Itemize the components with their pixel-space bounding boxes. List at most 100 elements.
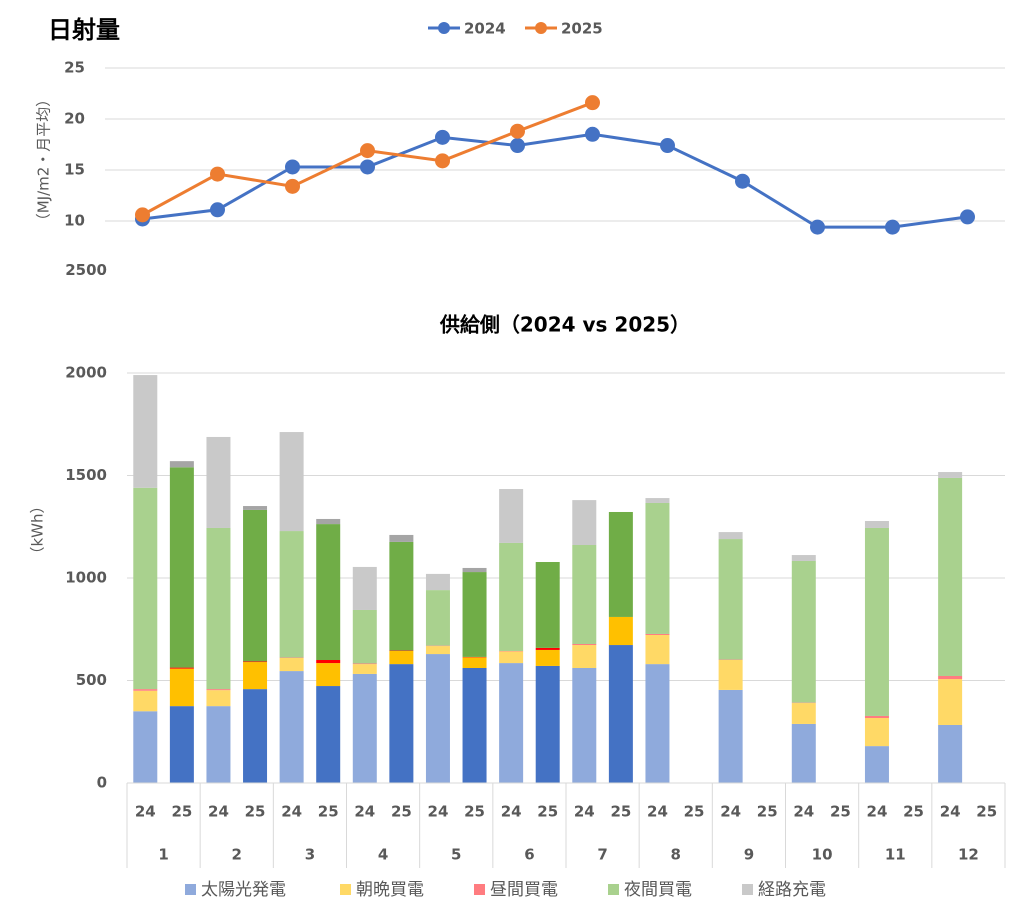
bar-segment <box>462 572 487 657</box>
bar-segment <box>389 664 414 783</box>
bar-segment <box>206 690 231 707</box>
bar-segment <box>864 718 889 747</box>
bar-segment <box>169 461 194 468</box>
bar-segment <box>718 689 743 783</box>
line-point <box>285 159 300 175</box>
bar-segment <box>169 667 194 669</box>
bar-segment <box>243 509 268 662</box>
group-label: 5 <box>451 846 461 864</box>
bar-y-label: （kWh） <box>29 498 47 561</box>
group-label: 4 <box>378 846 388 864</box>
line-point <box>510 123 525 139</box>
y-tick-label: 10 <box>64 212 85 230</box>
bar-segment <box>645 634 670 665</box>
line-point <box>285 178 300 194</box>
x-tick-label: 24 <box>428 803 449 821</box>
line-point <box>435 153 450 169</box>
x-tick-label: 25 <box>245 803 266 821</box>
bar-segment <box>316 518 341 525</box>
bar-segment <box>645 502 670 634</box>
bar-segment <box>572 544 597 645</box>
bar-segment <box>938 477 963 676</box>
bar-segment <box>499 489 524 543</box>
bar-segment <box>279 671 304 783</box>
y-tick-label: 1000 <box>65 569 107 587</box>
group-label: 6 <box>524 846 534 864</box>
bar-segment <box>645 498 670 503</box>
bar-segment <box>462 657 487 668</box>
bar-segment <box>352 566 377 610</box>
bar-segment <box>425 573 450 591</box>
bar-segment <box>206 527 231 690</box>
legend-swatch <box>474 884 485 895</box>
line-point <box>435 129 450 145</box>
y-tick-label: 2000 <box>65 364 107 382</box>
legend-label: 夜間買電 <box>624 880 692 900</box>
line-point <box>360 143 375 159</box>
line-title: 日射量 <box>48 16 120 44</box>
x-tick-label: 25 <box>464 803 485 821</box>
legend-swatch <box>185 884 196 895</box>
bar-segment <box>169 467 194 668</box>
bar-segment <box>352 664 377 674</box>
bar-segment <box>169 706 194 783</box>
line-point <box>735 173 750 189</box>
bar-segment <box>608 511 633 617</box>
bar-segment <box>535 647 560 650</box>
bar-segment <box>352 673 377 783</box>
x-tick-label: 25 <box>976 803 997 821</box>
bar-segment <box>499 663 524 783</box>
legend-swatch <box>608 884 619 895</box>
bar-segment <box>938 472 963 478</box>
bar-segment <box>938 675 963 680</box>
group-label: 7 <box>597 846 607 864</box>
x-tick-label: 24 <box>647 803 668 821</box>
bar-segment <box>791 560 816 703</box>
x-tick-label: 25 <box>830 803 851 821</box>
bar-segment <box>279 657 304 672</box>
bar-segment <box>316 524 341 660</box>
x-tick-label: 24 <box>720 803 741 821</box>
line-point <box>585 126 600 142</box>
bar-segment <box>718 539 743 660</box>
bar-segment <box>425 654 450 783</box>
x-tick-label: 25 <box>318 803 339 821</box>
line-point <box>360 159 375 175</box>
bar-segment <box>169 668 194 707</box>
bar-segment <box>645 664 670 783</box>
legend-label: 2025 <box>561 20 603 38</box>
bar-segment <box>938 679 963 725</box>
bar-segment <box>864 715 889 719</box>
x-tick-label: 25 <box>391 803 412 821</box>
bar-segment <box>499 542 524 651</box>
y-tick-label: 500 <box>76 671 107 689</box>
legend-swatch <box>340 884 351 895</box>
bar-segment <box>206 706 231 783</box>
group-label: 11 <box>885 846 906 864</box>
x-tick-label: 24 <box>867 803 888 821</box>
x-tick-label: 24 <box>501 803 522 821</box>
y-tick-label: 15 <box>64 161 85 179</box>
bar-segment <box>316 663 341 687</box>
bar-segment <box>133 711 158 783</box>
line-point <box>960 209 975 225</box>
bar-segment <box>389 534 414 542</box>
bar-segment <box>133 690 158 712</box>
group-label: 8 <box>671 846 681 864</box>
bar-segment <box>572 644 597 646</box>
bar-segment <box>389 541 414 651</box>
line-point <box>810 219 825 235</box>
bar-segment <box>243 689 268 783</box>
bar-segment <box>572 500 597 545</box>
legend-label: 太陽光発電 <box>201 880 286 900</box>
x-tick-label: 24 <box>793 803 814 821</box>
x-tick-label: 24 <box>281 803 302 821</box>
bar-segment <box>133 375 158 488</box>
bar-segment <box>279 531 304 658</box>
bar-segment <box>352 609 377 664</box>
line-series <box>141 101 594 217</box>
bar-segment <box>279 432 304 532</box>
line-point <box>510 138 525 154</box>
bar-segment <box>243 506 268 510</box>
bar-segment <box>499 651 524 664</box>
